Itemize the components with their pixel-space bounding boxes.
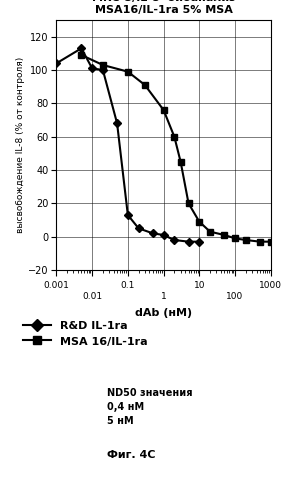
R&D IL-1ra: [80, 46, 83, 52]
MSA 16/IL-1ra: [208, 228, 212, 234]
Text: 0.001: 0.001: [43, 281, 69, 290]
R&D IL-1ra: [173, 237, 176, 243]
R&D IL-1ra: [115, 120, 119, 126]
MSA 16/IL-1ra: [143, 82, 147, 88]
Line: R&D IL-1ra: R&D IL-1ra: [53, 45, 202, 245]
MSA 16/IL-1ra: [233, 236, 237, 242]
MSA 16/IL-1ra: [187, 200, 190, 206]
Text: 1000: 1000: [259, 281, 282, 290]
Text: ND50 значения: ND50 значения: [107, 388, 193, 398]
MSA 16/IL-1ra: [198, 218, 201, 224]
MSA 16/IL-1ra: [179, 158, 182, 164]
MSA 16/IL-1ra: [173, 134, 176, 140]
R&D IL-1ra: [162, 232, 165, 238]
Y-axis label: высвобождение IL-8 (% от контроля): высвобождение IL-8 (% от контроля): [16, 57, 25, 233]
R&D IL-1ra: [198, 238, 201, 244]
R&D IL-1ra: [101, 67, 105, 73]
R&D IL-1ra: [91, 66, 94, 71]
Title: MRC-5/IL-8  биоанализ
MSA16/IL-1ra 5% MSA: MRC-5/IL-8 биоанализ MSA16/IL-1ra 5% MSA: [92, 0, 235, 15]
R&D IL-1ra: [126, 212, 129, 218]
Line: MSA 16/IL-1ra: MSA 16/IL-1ra: [78, 52, 274, 245]
R&D IL-1ra: [151, 230, 155, 236]
Legend: R&D IL-1ra, MSA 16/IL-1ra: R&D IL-1ra, MSA 16/IL-1ra: [23, 320, 148, 346]
Text: 0,4 нМ: 0,4 нМ: [107, 402, 144, 412]
MSA 16/IL-1ra: [162, 107, 165, 113]
Text: 0.01: 0.01: [82, 292, 102, 301]
MSA 16/IL-1ra: [258, 238, 262, 244]
R&D IL-1ra: [137, 226, 140, 232]
Text: 1: 1: [161, 292, 166, 301]
MSA 16/IL-1ra: [80, 52, 83, 58]
R&D IL-1ra: [187, 238, 190, 244]
Text: 100: 100: [226, 292, 244, 301]
X-axis label: dAb (нМ): dAb (нМ): [135, 308, 192, 318]
MSA 16/IL-1ra: [101, 62, 105, 68]
R&D IL-1ra: [55, 60, 58, 66]
Text: 0.1: 0.1: [121, 281, 135, 290]
MSA 16/IL-1ra: [244, 237, 247, 243]
Text: 5 нМ: 5 нМ: [107, 416, 134, 426]
Text: 10: 10: [193, 281, 205, 290]
Text: Фиг. 4C: Фиг. 4C: [107, 450, 156, 460]
MSA 16/IL-1ra: [126, 68, 129, 74]
MSA 16/IL-1ra: [269, 238, 272, 244]
MSA 16/IL-1ra: [222, 232, 226, 238]
